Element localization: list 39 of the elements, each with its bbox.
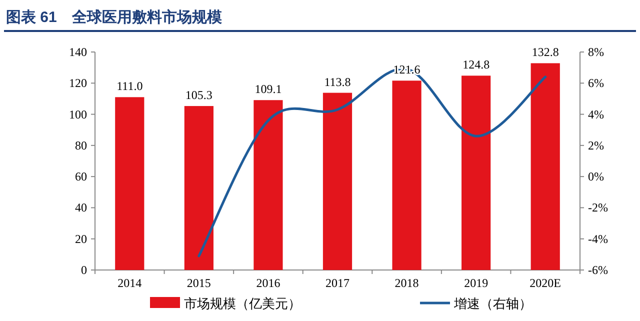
data-label: 132.8: [532, 45, 559, 60]
y2-tick-label: 8%: [588, 45, 604, 59]
x-tick-label: 2017: [326, 276, 350, 290]
bar: [115, 97, 144, 270]
legend-label: 市场规模（亿美元）: [184, 296, 301, 311]
legend-label: 增速（右轴）: [453, 296, 532, 311]
bar: [184, 106, 214, 270]
y-tick-label: 0: [81, 263, 87, 277]
y2-tick-label: -4%: [588, 232, 608, 246]
chart-title: 图表 61 全球医用敷料市场规模: [6, 8, 223, 26]
bar: [254, 100, 283, 270]
y2-tick-label: 6%: [588, 76, 604, 90]
data-label: 111.0: [116, 79, 143, 94]
y-tick-label: 120: [69, 76, 87, 90]
x-tick-label: 2018: [394, 276, 419, 290]
y-tick-label: 140: [69, 45, 87, 59]
y2-tick-label: 0%: [588, 170, 604, 184]
x-tick-label: 2019: [464, 276, 488, 290]
y2-tick-label: -6%: [588, 263, 608, 277]
data-label: 105.3: [185, 88, 212, 102]
data-label: 113.8: [324, 74, 351, 89]
bar: [322, 92, 352, 270]
x-tick-label: 2016: [256, 276, 280, 290]
x-tick-label: 2015: [186, 276, 211, 290]
y2-tick-label: 2%: [588, 138, 604, 152]
y-tick-label: 40: [75, 200, 87, 215]
y2-tick-label: 4%: [588, 107, 604, 122]
y-tick-label: 60: [75, 170, 87, 184]
y-tick-label: 100: [69, 107, 87, 122]
y-tick-label: 20: [75, 232, 87, 246]
y2-tick-label: -2%: [588, 200, 608, 215]
data-label: 124.8: [462, 58, 490, 72]
bar: [462, 76, 491, 270]
bar: [530, 63, 560, 270]
x-tick-label: 2014: [118, 276, 142, 290]
data-label: 109.1: [254, 82, 282, 96]
bar: [392, 80, 422, 270]
y-tick-label: 80: [75, 138, 87, 152]
x-tick-label: 2020E: [530, 276, 562, 290]
